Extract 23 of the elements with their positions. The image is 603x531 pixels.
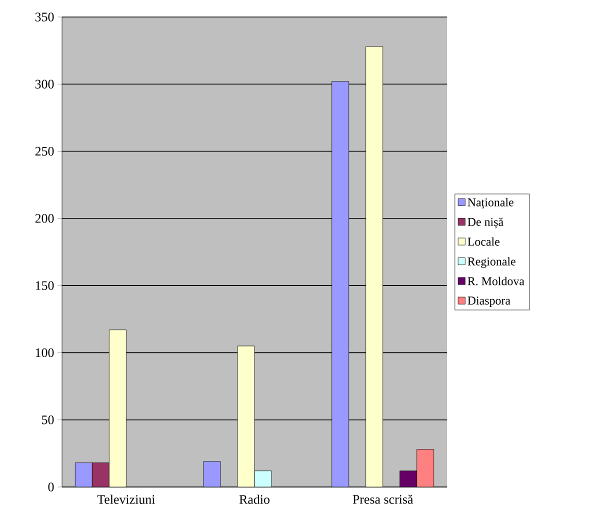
y-tick-label: 50 [42,415,54,424]
bar [238,346,255,487]
legend-label: Diaspora [468,296,510,308]
y-tick-label: 150 [36,281,54,290]
y-tick-label: 100 [36,348,54,358]
bar [204,461,221,487]
bar [75,462,92,487]
legend-label: De nișă [468,218,504,228]
y-tick-label: 300 [35,80,54,88]
legend-label: Regionale [468,257,516,268]
x-tick-label: Televiziuni [97,494,155,504]
legend-label: Locale [468,237,500,246]
y-tick-label: 0 [48,482,54,492]
bar [366,46,384,487]
legend-label: R. Moldova [468,276,524,286]
y-tick-label: 350 [35,12,54,22]
bar [332,81,350,487]
y-tick-label: 250 [35,146,54,156]
x-tick-label: Presa scrisă [352,494,414,504]
y-tick-label: 200 [35,214,54,223]
x-tick-label: Radio [239,494,270,504]
legend-label: Naționale [468,198,514,209]
bar [109,330,126,487]
